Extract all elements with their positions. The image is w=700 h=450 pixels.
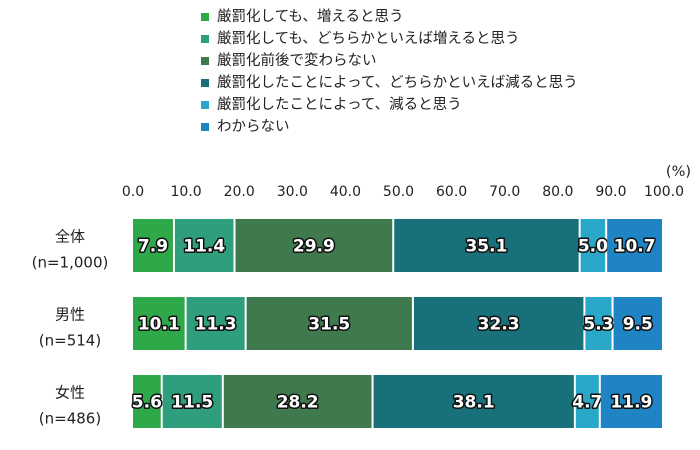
unit-label: (%) xyxy=(666,164,691,180)
bar-segment xyxy=(413,297,584,350)
bar-segment xyxy=(174,219,234,272)
data-label: 31.5 xyxy=(308,315,350,335)
legend-swatch xyxy=(201,35,209,43)
legend: 厳罰化しても、増えると思う厳罰化しても、どちらかといえば増えると思う 厳罰化前後で… xyxy=(201,6,578,138)
tick-label: 100.0 xyxy=(644,184,684,200)
category-label: 全体 xyxy=(55,228,85,246)
category-label: 女性 xyxy=(55,384,85,402)
legend-label: 厳罰化しても、増えると思う xyxy=(217,9,404,25)
legend-swatch xyxy=(201,101,209,109)
legend-swatch xyxy=(201,123,209,131)
data-label: 10.7 xyxy=(614,237,656,257)
data-label: 10.1 xyxy=(138,315,180,335)
category-sublabel: (n=1,000) xyxy=(32,254,109,272)
data-label: 5.3 xyxy=(583,315,613,335)
tick-label: 60.0 xyxy=(436,184,467,200)
bar-segment xyxy=(186,297,245,350)
bar-segment xyxy=(575,375,599,428)
bar-segment xyxy=(235,219,393,272)
tick-label: 90.0 xyxy=(595,184,626,200)
data-label: 28.2 xyxy=(277,393,319,413)
bar-segment xyxy=(373,375,574,428)
bar-segment xyxy=(133,375,161,428)
tick-label: 0.0 xyxy=(122,184,144,200)
bar-segment xyxy=(223,375,372,428)
bar-segment xyxy=(162,375,222,428)
bar-segment xyxy=(133,219,173,272)
tick-label: 70.0 xyxy=(489,184,520,200)
data-label: 4.7 xyxy=(572,393,602,413)
bar-segment xyxy=(394,219,579,272)
data-label: 11.3 xyxy=(195,315,237,335)
legend-swatch xyxy=(201,13,209,21)
tick-label: 20.0 xyxy=(224,184,255,200)
bar-segment xyxy=(246,297,412,350)
legend-item: 厳罰化したことによって、減ると思う xyxy=(201,94,578,116)
legend-label: 厳罰化しても、どちらかといえば増えると思う xyxy=(217,31,520,47)
legend-item: わからない xyxy=(201,116,578,138)
data-label: 11.5 xyxy=(171,393,213,413)
legend-label: 厳罰化したことによって、減ると思う xyxy=(217,97,462,113)
bar-segment xyxy=(600,375,662,428)
bar-segment xyxy=(607,219,662,272)
category-label: 男性 xyxy=(55,306,85,324)
legend-item: 厳罰化しても、増えると思う xyxy=(201,6,578,28)
category-sublabel: (n=486) xyxy=(39,410,101,428)
tick-label: 10.0 xyxy=(171,184,202,200)
data-label: 35.1 xyxy=(465,237,507,257)
data-label: 9.5 xyxy=(623,315,653,335)
bar-segment xyxy=(580,219,606,272)
legend-item: 厳罰化前後で変わらない xyxy=(201,50,578,72)
data-label: 38.1 xyxy=(453,393,495,413)
tick-label: 40.0 xyxy=(330,184,361,200)
data-label: 11.9 xyxy=(610,393,652,413)
legend-label: 厳罰化したことによって、どちらかといえば減ると思う xyxy=(217,75,578,91)
tick-label: 50.0 xyxy=(383,184,414,200)
tick-label: 30.0 xyxy=(277,184,308,200)
data-label: 5.0 xyxy=(578,237,608,257)
data-label: 32.3 xyxy=(478,315,520,335)
bar-segment xyxy=(585,297,612,350)
bar-segment xyxy=(613,297,662,350)
data-label: 11.4 xyxy=(183,237,225,257)
legend-label: わからない xyxy=(217,119,290,135)
legend-label: 厳罰化前後で変わらない xyxy=(217,53,377,69)
data-label: 7.9 xyxy=(138,237,168,257)
legend-item: 厳罰化しても、どちらかといえば増えると思う xyxy=(201,28,578,50)
data-label: 29.9 xyxy=(293,237,335,257)
tick-label: 80.0 xyxy=(542,184,573,200)
category-sublabel: (n=514) xyxy=(39,332,101,350)
data-label: 5.6 xyxy=(132,393,162,413)
legend-swatch xyxy=(201,79,209,87)
bar-segment xyxy=(133,297,185,350)
legend-item: 厳罰化したことによって、どちらかといえば減ると思う xyxy=(201,72,578,94)
legend-swatch xyxy=(201,57,209,65)
